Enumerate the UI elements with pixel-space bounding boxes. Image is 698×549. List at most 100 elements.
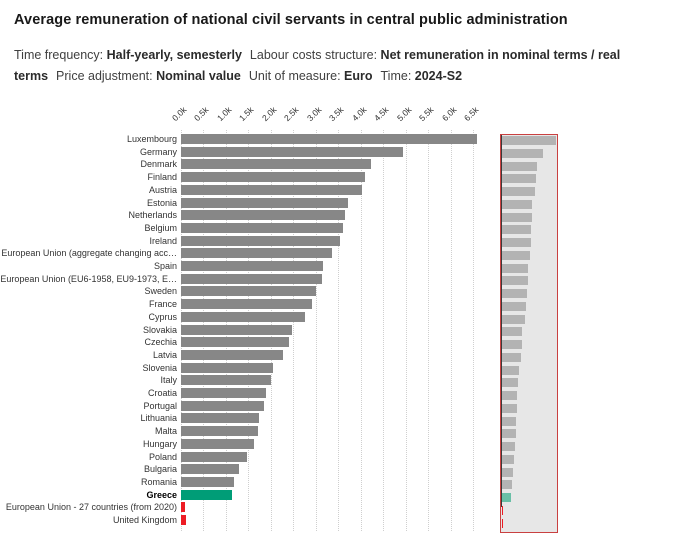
bar-greece[interactable]	[181, 489, 232, 500]
bar-czechia[interactable]	[181, 337, 289, 348]
navigator-bar	[502, 519, 503, 528]
bar-poland[interactable]	[181, 451, 248, 462]
x-tick-label: 6.5k	[461, 104, 481, 123]
bar-romania[interactable]	[181, 476, 234, 487]
country-label: Cyprus	[148, 311, 177, 322]
navigator-bar	[502, 149, 543, 158]
bar-united-kingdom[interactable]	[181, 515, 186, 525]
navigator-bar	[502, 468, 513, 477]
grid-line	[383, 130, 385, 531]
country-label: Greece	[146, 489, 177, 500]
bar-netherlands[interactable]	[181, 210, 346, 221]
bar-hungary[interactable]	[181, 438, 255, 449]
bar-spain[interactable]	[181, 261, 323, 271]
navigator-bar	[502, 238, 532, 247]
country-label: Slovenia	[142, 362, 177, 373]
navigator-bar	[502, 187, 536, 196]
bar-luxembourg[interactable]	[181, 134, 478, 144]
bar-ireland[interactable]	[181, 235, 341, 246]
meta-pair: Labour costs structure: Net remuneration…	[14, 48, 621, 83]
grid-line	[315, 130, 317, 531]
bar-austria[interactable]	[181, 184, 363, 195]
navigator-bar	[502, 480, 512, 489]
navigator-bar	[502, 174, 536, 183]
x-tick-label: 0.5k	[192, 104, 211, 123]
navigator-bar	[502, 417, 517, 426]
grid-line	[428, 130, 430, 531]
navigator-bar	[502, 302, 526, 311]
bar-estonia[interactable]	[181, 197, 349, 208]
navigator-bar	[502, 327, 523, 336]
bar-sweden[interactable]	[181, 286, 316, 297]
country-label: Germany	[139, 146, 177, 157]
bar-belgium[interactable]	[181, 222, 343, 233]
country-label: France	[148, 299, 177, 310]
bar-italy[interactable]	[181, 375, 271, 386]
navigator-bar	[502, 289, 527, 298]
x-tick-label: 4.5k	[372, 104, 391, 123]
country-label: Finland	[147, 172, 177, 183]
navigator-bar	[502, 251, 530, 260]
country-label: Italy	[160, 375, 177, 386]
navigator-bar	[502, 506, 503, 515]
navigator-bar	[502, 391, 518, 400]
navigator-bar	[502, 455, 515, 464]
bar-european-union-aggregate-changing-acc[interactable]	[181, 248, 333, 259]
x-tick-label: 2.5k	[282, 104, 301, 123]
grid-line	[293, 130, 295, 531]
navigator-bar	[502, 340, 522, 349]
country-label: United Kingdom	[112, 515, 177, 525]
country-label: Denmark	[140, 159, 177, 170]
country-label: Romania	[140, 476, 177, 487]
chart-meta: Time frequency: Half-yearly, semesterly L…	[14, 45, 690, 87]
x-tick-label: 1.0k	[214, 104, 234, 123]
meta-pair: Time frequency: Half-yearly, semesterly	[14, 48, 242, 62]
x-tick-label: 1.5k	[237, 104, 256, 123]
country-label: European Union (aggregate changing acc…	[1, 248, 177, 259]
country-label: Netherlands	[128, 210, 177, 221]
bar-slovenia[interactable]	[181, 362, 274, 373]
meta-pair: Unit of measure: Euro	[248, 69, 373, 83]
x-tick-label: 6.0k	[439, 104, 458, 123]
grid-line	[360, 130, 362, 531]
country-label: Ireland	[149, 235, 177, 246]
x-tick-label: 3.0k	[304, 104, 324, 123]
x-tick-label: 5.5k	[416, 104, 436, 123]
bar-slovakia[interactable]	[181, 324, 292, 335]
navigator-bar	[502, 162, 537, 171]
grid-line	[472, 130, 474, 531]
bar-finland[interactable]	[181, 172, 366, 183]
country-label: Czechia	[144, 337, 177, 348]
country-label: Spain	[153, 261, 177, 271]
bar-lithuania[interactable]	[181, 413, 260, 424]
bar-latvia[interactable]	[181, 349, 283, 360]
navigator-bar	[502, 404, 518, 413]
bar-croatia[interactable]	[181, 388, 266, 398]
grid-line	[405, 130, 407, 531]
chart-navigator[interactable]	[500, 134, 558, 533]
navigator-bar	[502, 200, 533, 209]
bar-germany[interactable]	[181, 146, 404, 157]
x-tick-label: 0.0k	[169, 104, 189, 123]
navigator-axis	[501, 135, 502, 507]
meta-pair: Price adjustment: Nominal value	[56, 69, 241, 83]
country-label: Luxembourg	[126, 134, 177, 144]
bar-denmark[interactable]	[181, 159, 372, 170]
bar-portugal[interactable]	[181, 400, 265, 411]
navigator-bar	[502, 366, 519, 375]
bar-european-union-27-countries-from-2020[interactable]	[181, 502, 186, 513]
bar-bulgaria[interactable]	[181, 464, 239, 475]
bar-cyprus[interactable]	[181, 311, 305, 322]
navigator-bar	[502, 442, 516, 451]
bar-malta[interactable]	[181, 426, 258, 437]
x-tick-label: 5.0k	[394, 104, 413, 123]
grid-line	[450, 130, 452, 531]
country-label: Austria	[148, 184, 177, 195]
country-label: Malta	[154, 426, 177, 437]
bar-france[interactable]	[181, 299, 313, 310]
x-tick-label: 3.5k	[327, 104, 346, 123]
bar-european-union-eu6-1958-eu9-1973-e[interactable]	[181, 273, 323, 284]
country-label: Hungary	[142, 438, 177, 449]
navigator-bar	[502, 353, 521, 362]
